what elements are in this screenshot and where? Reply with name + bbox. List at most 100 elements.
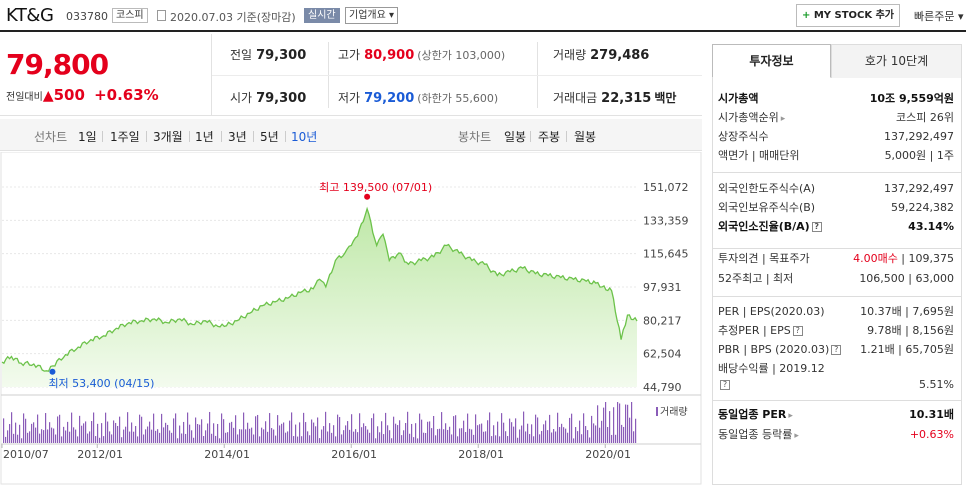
- tab-invest-info[interactable]: 투자정보: [712, 44, 831, 78]
- volume-bar: [565, 428, 567, 443]
- volume-bar: [555, 431, 557, 443]
- volume-bar: [493, 425, 495, 443]
- help-icon[interactable]: ?: [792, 326, 803, 336]
- volume-bar: [421, 419, 423, 443]
- volume-bar: [543, 424, 545, 443]
- volume-bar: [339, 417, 341, 443]
- volume-bar: [71, 412, 73, 443]
- period-3m[interactable]: 3개월: [153, 130, 183, 144]
- volume-bar: [41, 429, 43, 443]
- volume-bar: [305, 422, 307, 443]
- period-1y[interactable]: 1년: [195, 130, 214, 144]
- volume-bar: [323, 426, 325, 443]
- y-tick-label: 133,359: [643, 214, 689, 227]
- volume-bar: [101, 423, 103, 443]
- volume-bar: [349, 429, 351, 443]
- volume-bar: [603, 407, 605, 443]
- volume-bar: [293, 436, 295, 443]
- volume-bar: [567, 432, 569, 443]
- info-row: 외국인한도주식수(A) 137,292,497: [718, 180, 954, 198]
- volume-bar: [509, 418, 511, 443]
- volume-bar: [283, 422, 285, 443]
- volume-bar: [133, 431, 135, 443]
- volume-bar: [527, 423, 529, 443]
- help-icon[interactable]: ?: [811, 222, 822, 232]
- volume-bar: [125, 426, 127, 443]
- period-1d[interactable]: 1일: [78, 130, 97, 144]
- volume-bar: [121, 437, 123, 443]
- volume-bar: [115, 422, 117, 443]
- volume-bar: [435, 435, 437, 443]
- corp-info-dropdown[interactable]: 기업개요 ▾: [345, 7, 398, 24]
- volume-bar: [59, 414, 61, 443]
- y-tick-label: 115,645: [643, 248, 689, 261]
- caret-icon[interactable]: ▸: [780, 114, 786, 124]
- add-mystock-button[interactable]: + MY STOCK 추가: [796, 4, 900, 27]
- period-1w[interactable]: 1주일: [110, 130, 140, 144]
- info-value: 43.14%: [908, 220, 954, 233]
- volume-bar: [371, 418, 373, 443]
- realtime-button[interactable]: 실시간: [304, 8, 340, 23]
- volume-bar: [247, 422, 249, 443]
- volume-bar: [65, 430, 67, 443]
- volume-bar: [165, 422, 167, 443]
- volume-bar: [31, 423, 33, 443]
- volume-bar: [301, 436, 303, 443]
- volume-bar: [495, 435, 497, 443]
- invest-panel: 투자정보 호가 10단계 시가총액 10조 9,559억원 시가총액순위 ▸ 코스피 2…: [712, 44, 962, 485]
- period-3y[interactable]: 3년: [228, 130, 247, 144]
- volume-bar: [263, 429, 265, 443]
- volume-bar: [105, 412, 107, 443]
- volume-bar: [15, 422, 17, 443]
- dividend-row: 배당수익률 | 2019.12: [718, 362, 825, 375]
- volume-bar: [577, 431, 579, 443]
- quick-order-dropdown[interactable]: 빠른주문 ▾: [914, 10, 964, 23]
- volume-bar: [189, 424, 191, 443]
- help-icon[interactable]: ?: [720, 380, 730, 390]
- volume-bar: [159, 432, 161, 443]
- volume-bar: [401, 435, 403, 443]
- volume-bar: [185, 433, 187, 443]
- period-5y[interactable]: 5년: [260, 130, 279, 144]
- quote-low: 저가 79,200 (하한가 55,600): [338, 91, 499, 106]
- diff-percent: +0.63%: [94, 86, 159, 104]
- volume-bar: [523, 411, 525, 443]
- period-10y[interactable]: 10년: [291, 130, 318, 144]
- volume-bar: [253, 434, 255, 443]
- volume-bar: [33, 422, 35, 443]
- diff-value: 500: [53, 86, 85, 104]
- volume-label: 거래량: [660, 406, 688, 418]
- volume-bar: [337, 414, 339, 443]
- volume-bar: [599, 427, 601, 443]
- tab-orderbook-10[interactable]: 호가 10단계: [831, 44, 962, 78]
- candle-daily[interactable]: 일봉: [504, 130, 527, 144]
- week52-row: 52주최고 | 최저 106,500 | 63,000: [718, 272, 954, 285]
- price-chart[interactable]: 151,072 133,359 115,645 97,931 80,217 62,504 4…: [0, 152, 702, 485]
- volume-bar: [497, 421, 499, 443]
- volume-bar: [589, 437, 591, 443]
- volume-bar: [459, 428, 461, 443]
- pbr-row: PBR | BPS (2020.03)? 1.21배 | 65,705원: [718, 343, 954, 356]
- volume-bar: [409, 433, 411, 443]
- volume-bar: [575, 427, 577, 443]
- volume-bar: [475, 414, 477, 443]
- volume-bar: [389, 430, 391, 443]
- candle-weekly[interactable]: 주봉: [538, 130, 561, 144]
- up-arrow-icon: ▲: [42, 88, 54, 104]
- volume-bar: [153, 413, 155, 443]
- volume-bar: [407, 411, 409, 443]
- volume-bar: [177, 438, 179, 443]
- volume-bar: [231, 421, 233, 443]
- volume-bar: [427, 421, 429, 443]
- calendar-icon: [157, 10, 166, 21]
- volume-bar: [127, 412, 129, 443]
- volume-bar: [423, 432, 425, 443]
- candle-monthly[interactable]: 월봉: [574, 130, 597, 144]
- period-selector: 선차트 1일 1주일 3개월 1년 3년 5년 10년 봉차트 일봉 주봉 월봉: [0, 119, 702, 151]
- help-icon[interactable]: ?: [831, 345, 842, 355]
- volume-bar: [145, 429, 147, 443]
- volume-bar: [103, 436, 105, 443]
- volume-bar: [143, 434, 145, 443]
- volume-bar: [439, 428, 441, 443]
- volume-bar: [621, 424, 623, 443]
